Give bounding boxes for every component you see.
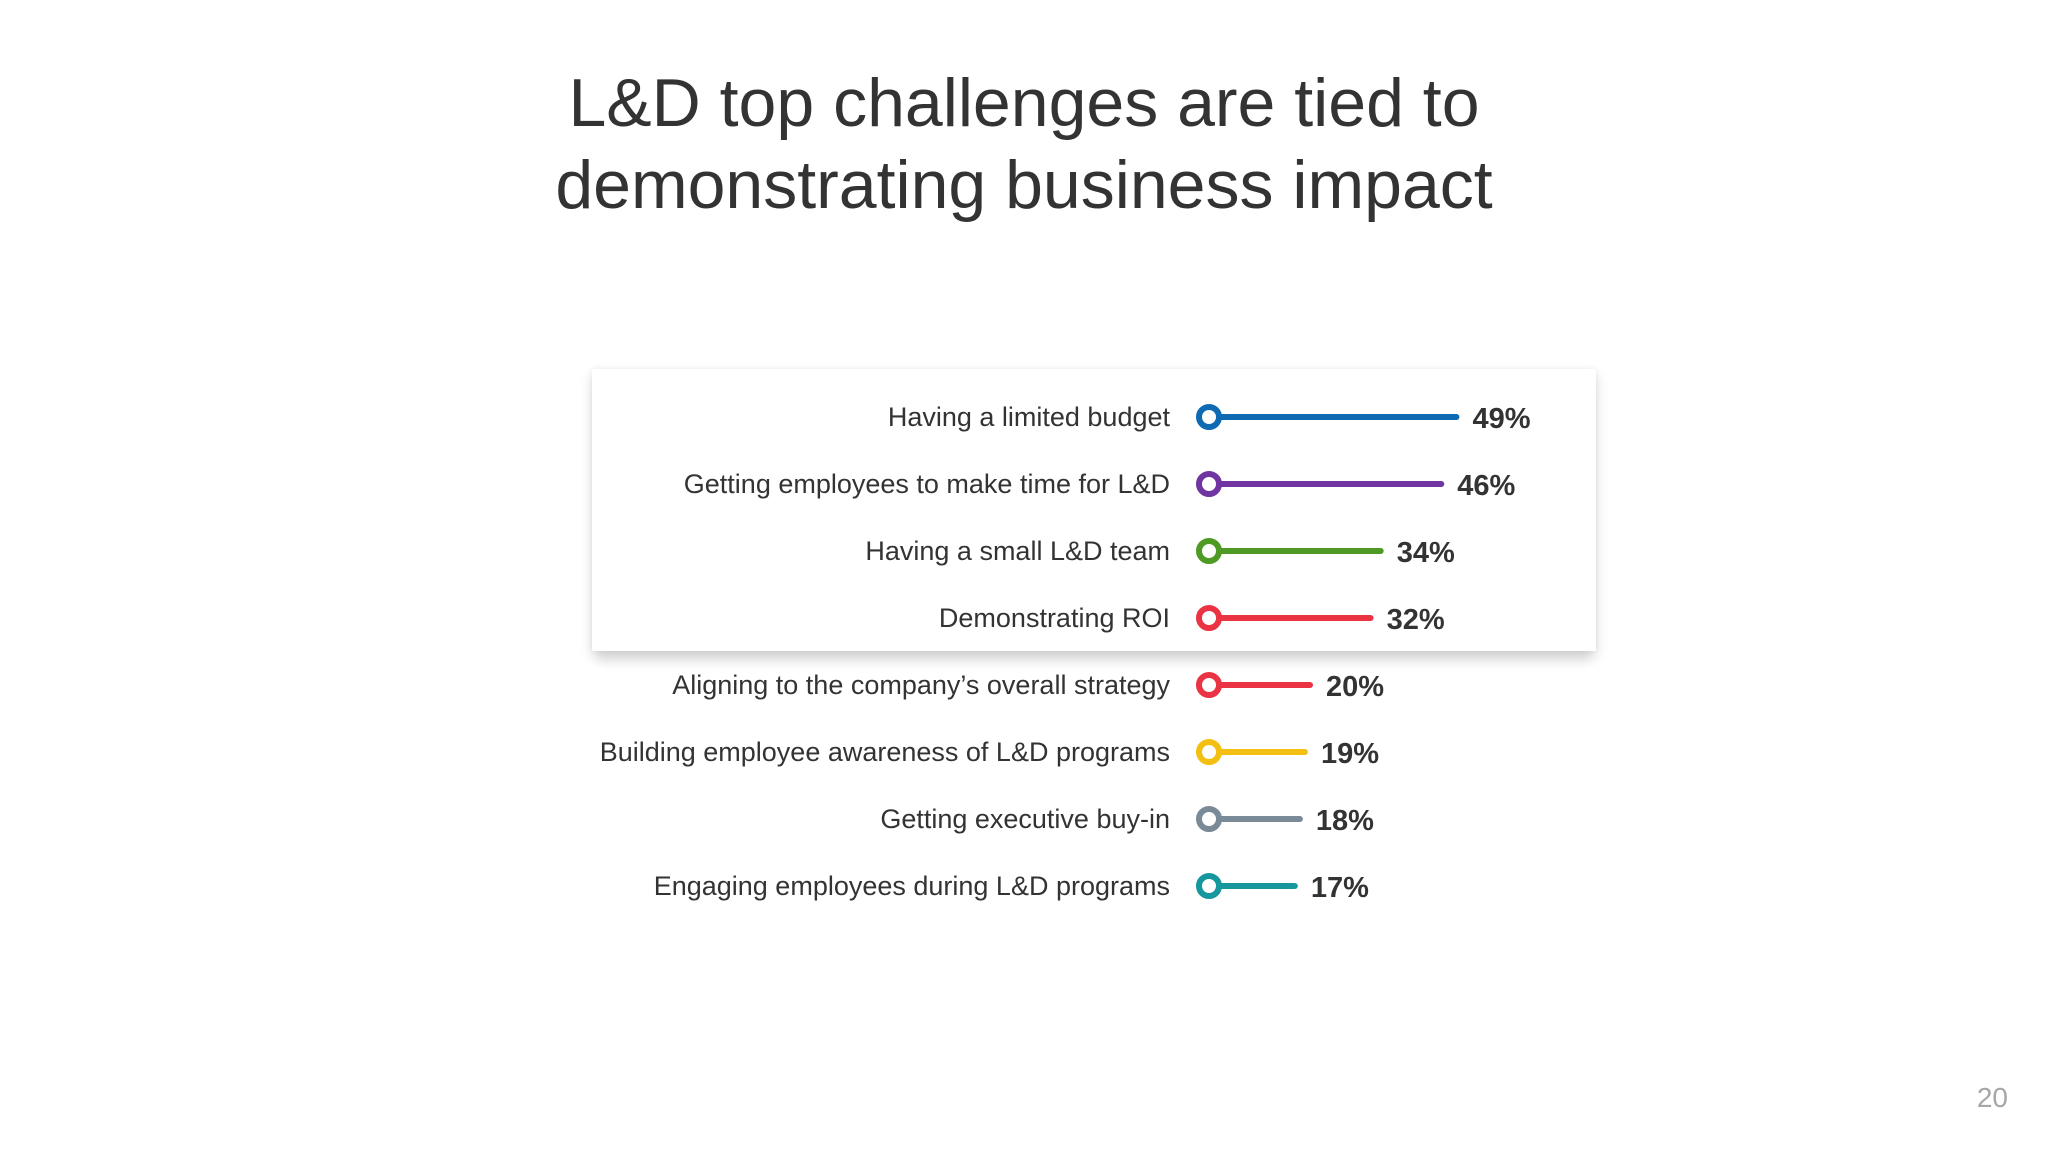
chart-row: Engaging employees during L&D programs 17… (654, 871, 1369, 904)
lollipop-dot (1196, 806, 1222, 832)
value-label: 17% (1311, 872, 1369, 904)
lollipop-dot (1196, 873, 1222, 899)
value-label: 49% (1472, 403, 1530, 435)
category-label: Having a limited budget (888, 402, 1171, 432)
chart-row: Building employee awareness of L&D progr… (600, 737, 1380, 770)
lollipop-dot (1196, 672, 1222, 698)
chart-row: Aligning to the company’s overall strate… (672, 670, 1384, 703)
lollipop-dot (1196, 471, 1222, 497)
category-label: Getting executive buy-in (880, 804, 1170, 834)
page-number: 20 (1976, 1082, 2008, 1113)
slide-title-line-1: L&D top challenges are tied to (568, 65, 1480, 141)
category-label: Building employee awareness of L&D progr… (600, 737, 1170, 767)
slide-title: L&D top challenges are tied to demonstra… (0, 62, 2048, 226)
category-label: Getting employees to make time for L&D (684, 469, 1170, 499)
value-label: 34% (1397, 537, 1455, 569)
value-label: 20% (1326, 671, 1384, 703)
chart-row: Getting employees to make time for L&D 46… (684, 469, 1516, 502)
lollipop-dot (1196, 538, 1222, 564)
lollipop-dot (1196, 605, 1222, 631)
chart-row: Demonstrating ROI 32% (939, 603, 1445, 636)
value-label: 18% (1316, 805, 1374, 837)
category-label: Demonstrating ROI (939, 603, 1170, 633)
category-label: Aligning to the company’s overall strate… (672, 670, 1170, 700)
chart-row: Having a limited budget 49% (888, 402, 1531, 435)
value-label: 46% (1457, 470, 1515, 502)
lollipop-dot (1196, 404, 1222, 430)
chart-row: Getting executive buy-in 18% (880, 804, 1374, 837)
chart-row: Having a small L&D team 34% (865, 536, 1455, 569)
lollipop-dot (1196, 739, 1222, 765)
value-label: 32% (1387, 604, 1445, 636)
slide-title-line-2: demonstrating business impact (555, 147, 1493, 223)
category-label: Engaging employees during L&D programs (654, 871, 1170, 901)
category-label: Having a small L&D team (865, 536, 1170, 566)
value-label: 19% (1321, 738, 1379, 770)
